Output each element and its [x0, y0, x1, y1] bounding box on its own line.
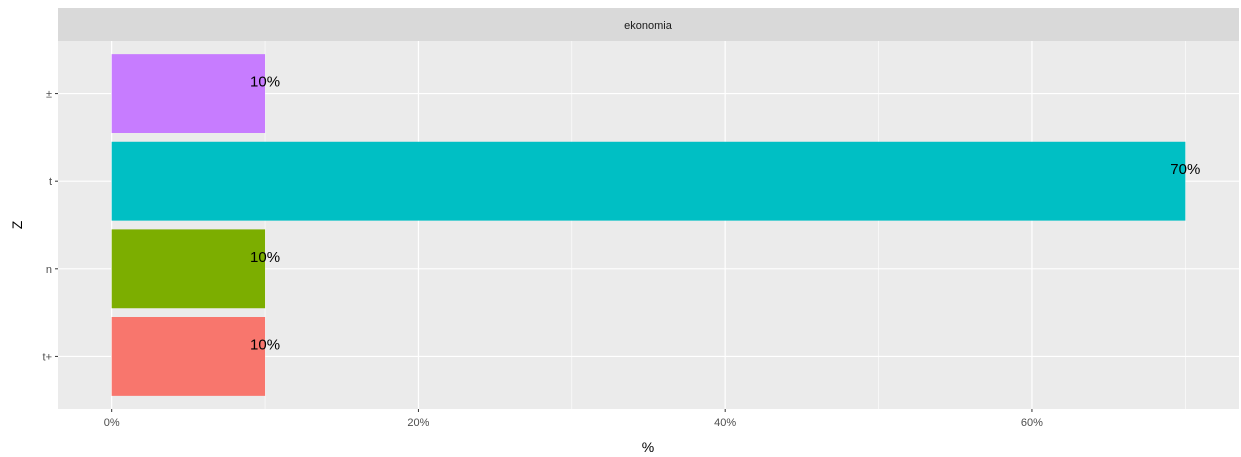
bar-n	[111, 229, 266, 309]
facet-strip	[58, 8, 1239, 41]
bar-t+	[111, 317, 266, 396]
y-tick-label: t	[49, 176, 52, 188]
y-tick-label: t+	[43, 351, 52, 363]
x-tick-label: 40%	[714, 417, 736, 429]
y-tick-label: n	[46, 264, 52, 276]
bar-t	[111, 141, 1186, 221]
x-axis-title: %	[642, 439, 654, 455]
bar-±	[111, 54, 266, 134]
facet-strip-label: ekonomia	[624, 20, 673, 32]
data-label: 70%	[1170, 161, 1200, 178]
bars	[111, 54, 1186, 396]
x-tick-label: 0%	[104, 417, 120, 429]
x-tick-label: 20%	[407, 417, 429, 429]
x-axis: 0% 20% 40% 60%	[104, 409, 1043, 429]
data-label: 10%	[250, 249, 280, 266]
x-tick-label: 60%	[1021, 417, 1043, 429]
data-label: 10%	[250, 336, 280, 353]
data-labels: 10% 10% 70% 10%	[250, 74, 1200, 354]
y-axis-title: Z	[9, 220, 25, 229]
y-axis: t+ n t ±	[43, 89, 58, 363]
data-label: 10%	[250, 74, 280, 91]
y-tick-label: ±	[46, 89, 52, 101]
